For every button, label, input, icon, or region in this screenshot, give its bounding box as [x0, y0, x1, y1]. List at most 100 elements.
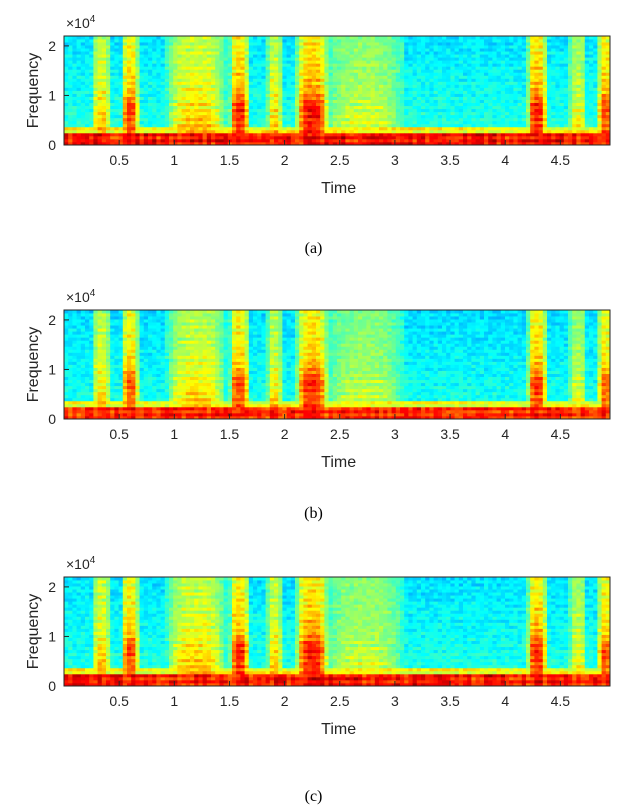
heatmap-cell: [345, 114, 350, 119]
heatmap-cell: [526, 48, 531, 52]
heatmap-cell: [211, 108, 216, 113]
heatmap-cell: [555, 126, 560, 131]
heatmap-cell: [139, 84, 145, 88]
heatmap-cell: [72, 346, 77, 350]
heatmap-cell: [185, 84, 191, 88]
heatmap-cell: [261, 135, 266, 140]
heatmap-cell: [261, 72, 266, 76]
heatmap-cell: [236, 129, 241, 134]
heatmap-cell: [555, 132, 560, 137]
heatmap-cell: [563, 129, 569, 134]
heatmap-cell: [463, 114, 468, 119]
heatmap-cell: [316, 123, 321, 128]
heatmap-cell: [408, 123, 413, 128]
heatmap-cell: [400, 45, 405, 49]
heatmap-cell: [169, 69, 174, 73]
heatmap-cell: [135, 84, 140, 88]
heatmap-cell: [492, 135, 497, 140]
heatmap-cell: [148, 108, 153, 113]
heatmap-cell: [164, 45, 170, 49]
heatmap-cell: [122, 129, 128, 134]
heatmap-cell: [337, 105, 342, 110]
heatmap-cell: [206, 108, 212, 113]
heatmap-cell: [332, 111, 338, 116]
heatmap-cell: [299, 96, 304, 100]
heatmap-cell: [442, 138, 447, 143]
heatmap-cell: [76, 391, 82, 396]
heatmap-cell: [526, 66, 531, 70]
heatmap-cell: [458, 123, 464, 128]
heatmap-cell: [303, 129, 308, 134]
heatmap-cell: [374, 141, 380, 146]
heatmap-cell: [194, 138, 199, 143]
heatmap-cell: [223, 135, 229, 140]
heatmap-cell: [211, 36, 216, 40]
heatmap-cell: [467, 75, 472, 79]
heatmap-cell: [76, 123, 82, 128]
heatmap-cell: [68, 117, 73, 122]
heatmap-cell: [85, 349, 90, 353]
heatmap-cell: [324, 126, 329, 131]
heatmap-cell: [370, 141, 376, 146]
heatmap-cell: [190, 45, 195, 49]
heatmap-cell: [253, 45, 258, 49]
heatmap-cell: [345, 96, 350, 100]
heatmap-cell: [374, 57, 380, 61]
heatmap-cell: [605, 72, 611, 76]
heatmap-cell: [248, 66, 254, 70]
heatmap-cell: [80, 54, 86, 58]
heatmap-cell: [219, 120, 224, 125]
heatmap-cell: [219, 102, 224, 107]
heatmap-cell: [72, 48, 77, 52]
heatmap-cell: [72, 358, 77, 362]
heatmap-cell: [362, 126, 367, 131]
heatmap-cell: [110, 57, 115, 61]
heatmap-cell: [68, 138, 73, 143]
heatmap-cell: [89, 358, 94, 362]
heatmap-cell: [589, 105, 594, 110]
heatmap-cell: [290, 69, 296, 73]
heatmap-cell: [551, 120, 556, 125]
heatmap-cell: [194, 72, 199, 76]
heatmap-cell: [353, 123, 359, 128]
heatmap-cell: [185, 81, 191, 85]
heatmap-cell: [496, 78, 502, 82]
heatmap-cell: [589, 135, 594, 140]
heatmap-cell: [425, 105, 430, 110]
heatmap-cell: [353, 78, 359, 82]
heatmap-cell: [64, 129, 69, 134]
heatmap-cell: [400, 48, 405, 52]
heatmap-cell: [454, 141, 460, 146]
heatmap-cell: [114, 123, 119, 128]
heatmap-cell: [93, 415, 98, 420]
heatmap-cell: [198, 102, 203, 107]
heatmap-cell: [505, 117, 510, 122]
heatmap-cell: [299, 57, 304, 61]
heatmap-cell: [370, 96, 376, 100]
heatmap-cell: [500, 132, 506, 137]
heatmap-cell: [492, 75, 497, 79]
heatmap-cell: [173, 84, 178, 88]
heatmap-cell: [80, 129, 86, 134]
heatmap-cell: [286, 72, 292, 76]
heatmap-cell: [278, 63, 283, 67]
heatmap-cell: [349, 69, 355, 73]
heatmap-cell: [93, 72, 98, 76]
heatmap-cell: [555, 111, 560, 116]
heatmap-cell: [261, 48, 266, 52]
heatmap-cell: [572, 66, 577, 70]
heatmap-cell: [379, 87, 384, 91]
heatmap-cell: [379, 48, 384, 52]
heatmap-cell: [253, 81, 258, 85]
heatmap-cell: [513, 114, 518, 119]
heatmap-cell: [89, 129, 94, 134]
heatmap-cell: [64, 96, 69, 100]
heatmap-cell: [80, 373, 86, 378]
heatmap-cell: [576, 126, 581, 131]
heatmap-cell: [559, 96, 565, 100]
heatmap-cell: [211, 51, 216, 55]
heatmap-cell: [290, 87, 296, 91]
heatmap-cell: [517, 132, 523, 137]
heatmap-cell: [194, 135, 199, 140]
heatmap-cell: [311, 111, 317, 116]
